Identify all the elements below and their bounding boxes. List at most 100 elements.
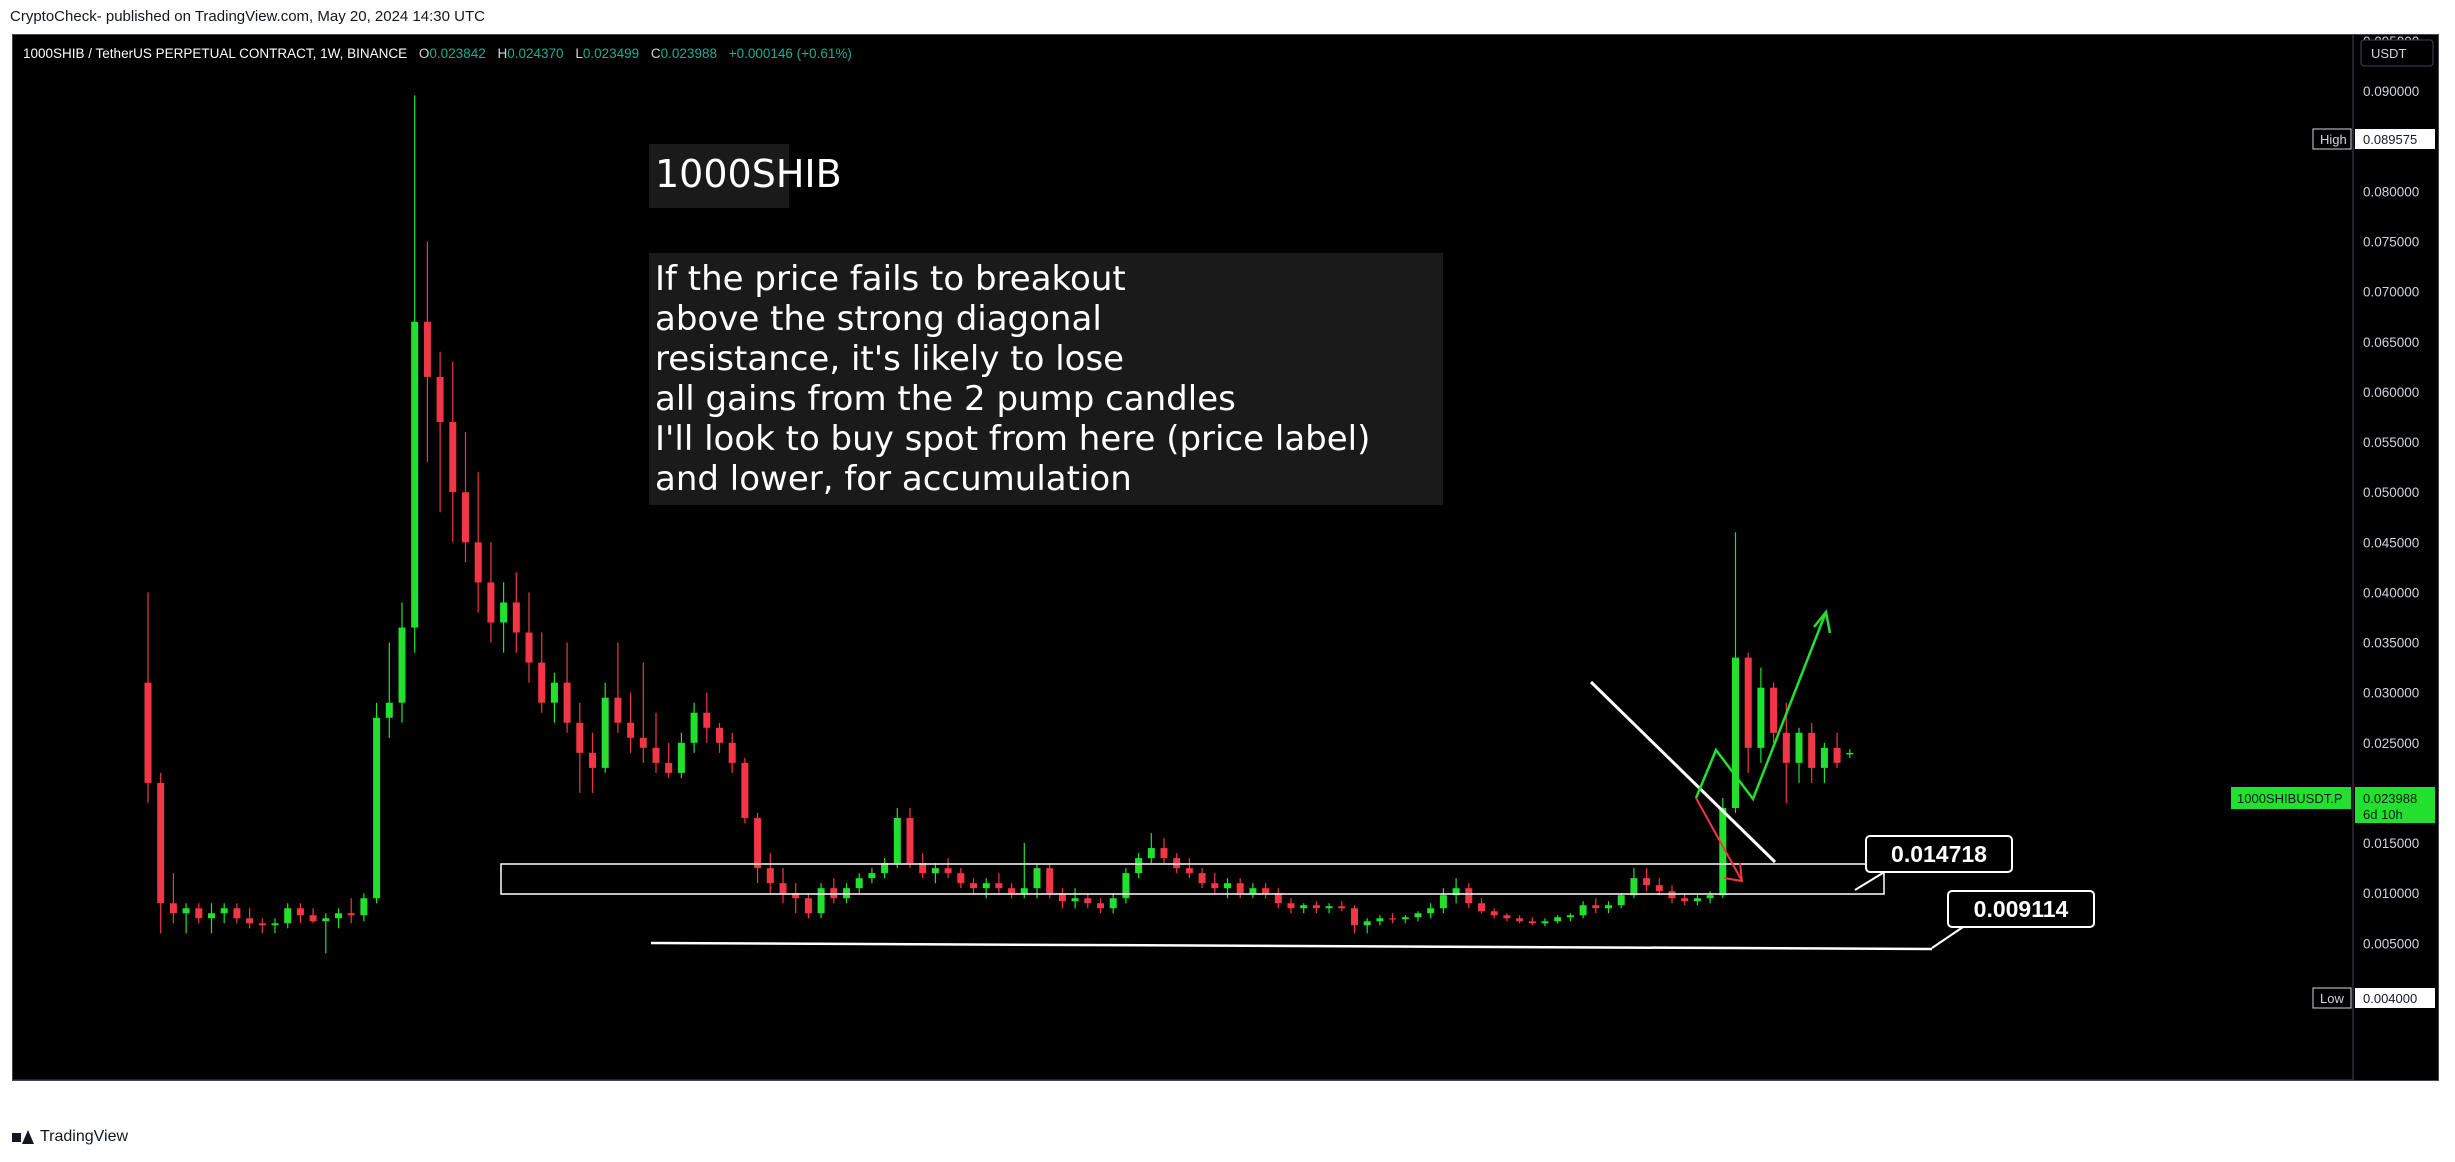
candle[interactable] bbox=[1795, 732, 1803, 763]
candle[interactable] bbox=[1516, 918, 1524, 922]
candle[interactable] bbox=[233, 908, 241, 919]
support-zone-box[interactable] bbox=[500, 863, 1885, 895]
candle[interactable] bbox=[1693, 898, 1701, 902]
candle[interactable] bbox=[627, 722, 635, 738]
candle[interactable] bbox=[512, 602, 520, 633]
candle[interactable] bbox=[246, 918, 254, 924]
candle[interactable] bbox=[1744, 657, 1752, 748]
candle[interactable] bbox=[1414, 913, 1422, 918]
candle[interactable] bbox=[1439, 895, 1447, 909]
support-line[interactable] bbox=[650, 941, 1933, 951]
candle[interactable] bbox=[208, 913, 215, 919]
candle[interactable] bbox=[309, 915, 317, 922]
candle[interactable] bbox=[271, 923, 279, 926]
candle[interactable] bbox=[1719, 807, 1727, 896]
candle[interactable] bbox=[1846, 752, 1854, 755]
candle[interactable] bbox=[1300, 905, 1308, 909]
candle[interactable] bbox=[1135, 858, 1143, 874]
bullish-projection-arrow[interactable] bbox=[1694, 611, 1828, 802]
candle[interactable] bbox=[1198, 873, 1206, 884]
candle[interactable] bbox=[1617, 895, 1625, 906]
candle[interactable] bbox=[169, 903, 177, 914]
candle[interactable] bbox=[677, 742, 685, 773]
candle[interactable] bbox=[1490, 911, 1498, 916]
candle[interactable] bbox=[639, 737, 647, 748]
candle[interactable] bbox=[525, 632, 533, 663]
candle[interactable] bbox=[1122, 873, 1130, 899]
candle[interactable] bbox=[296, 908, 304, 916]
candle[interactable] bbox=[970, 883, 977, 889]
candle[interactable] bbox=[385, 702, 393, 718]
candle[interactable] bbox=[373, 717, 381, 899]
candle[interactable] bbox=[284, 908, 292, 924]
candle[interactable] bbox=[716, 727, 723, 743]
price-label-1-box[interactable] bbox=[1865, 835, 2013, 873]
candle[interactable] bbox=[1643, 878, 1651, 886]
candle[interactable] bbox=[157, 782, 165, 904]
candle[interactable] bbox=[1605, 905, 1612, 909]
candle[interactable] bbox=[1782, 732, 1790, 763]
candle[interactable] bbox=[1630, 878, 1638, 896]
candle[interactable] bbox=[1338, 906, 1346, 909]
price-label-2-box[interactable] bbox=[1947, 890, 2095, 928]
candle[interactable] bbox=[919, 863, 927, 874]
candle[interactable] bbox=[1224, 883, 1231, 889]
candle[interactable] bbox=[1732, 657, 1739, 808]
candle[interactable] bbox=[1274, 893, 1282, 904]
candle[interactable] bbox=[182, 908, 190, 914]
candle[interactable] bbox=[1706, 895, 1714, 899]
candle[interactable] bbox=[1401, 917, 1409, 920]
candle[interactable] bbox=[258, 923, 266, 926]
candle[interactable] bbox=[1173, 858, 1181, 869]
candle[interactable] bbox=[423, 321, 431, 377]
candle[interactable] bbox=[855, 878, 863, 889]
candle[interactable] bbox=[1541, 921, 1549, 924]
candle[interactable] bbox=[360, 898, 368, 916]
candle[interactable] bbox=[843, 888, 850, 899]
candle[interactable] bbox=[538, 662, 546, 703]
candle[interactable] bbox=[220, 908, 228, 914]
candle[interactable] bbox=[817, 888, 825, 914]
candle[interactable] bbox=[881, 863, 889, 874]
candle[interactable] bbox=[1592, 905, 1600, 909]
diagonal-resistance-line[interactable] bbox=[1589, 680, 1777, 864]
candle[interactable] bbox=[1655, 885, 1663, 892]
note-annotation-box[interactable] bbox=[649, 253, 1443, 505]
candle[interactable] bbox=[728, 742, 736, 763]
candle[interactable] bbox=[703, 712, 711, 728]
candle[interactable] bbox=[474, 542, 482, 583]
candle[interactable] bbox=[830, 888, 838, 899]
candle[interactable] bbox=[347, 913, 355, 916]
candle[interactable] bbox=[893, 818, 901, 864]
candle[interactable] bbox=[1287, 903, 1295, 909]
candle[interactable] bbox=[792, 893, 800, 899]
candle[interactable] bbox=[436, 376, 444, 422]
candle[interactable] bbox=[931, 868, 939, 874]
candle[interactable] bbox=[1109, 898, 1117, 909]
candle[interactable] bbox=[995, 883, 1003, 889]
candle[interactable] bbox=[1211, 883, 1219, 889]
bearish-projection-arrow[interactable] bbox=[1695, 797, 1743, 882]
candle[interactable] bbox=[1097, 903, 1104, 909]
candle[interactable] bbox=[322, 918, 330, 922]
candle[interactable] bbox=[1262, 888, 1270, 894]
candle[interactable] bbox=[804, 898, 812, 914]
candle[interactable] bbox=[487, 582, 495, 623]
candle[interactable] bbox=[1363, 921, 1371, 926]
candle[interactable] bbox=[982, 883, 990, 889]
candle[interactable] bbox=[1249, 888, 1257, 894]
candle[interactable] bbox=[741, 762, 749, 819]
candle[interactable] bbox=[614, 697, 622, 723]
candle[interactable] bbox=[1071, 898, 1079, 902]
candle[interactable] bbox=[1808, 732, 1816, 768]
candle[interactable] bbox=[1503, 915, 1511, 919]
candle[interactable] bbox=[1312, 905, 1320, 909]
candle[interactable] bbox=[1528, 921, 1536, 924]
candle[interactable] bbox=[1046, 868, 1054, 894]
candle[interactable] bbox=[779, 883, 787, 894]
candle[interactable] bbox=[563, 682, 571, 723]
title-annotation-box[interactable] bbox=[649, 144, 789, 208]
candle[interactable] bbox=[1058, 893, 1066, 902]
candle[interactable] bbox=[944, 868, 952, 874]
candle[interactable] bbox=[398, 627, 406, 703]
